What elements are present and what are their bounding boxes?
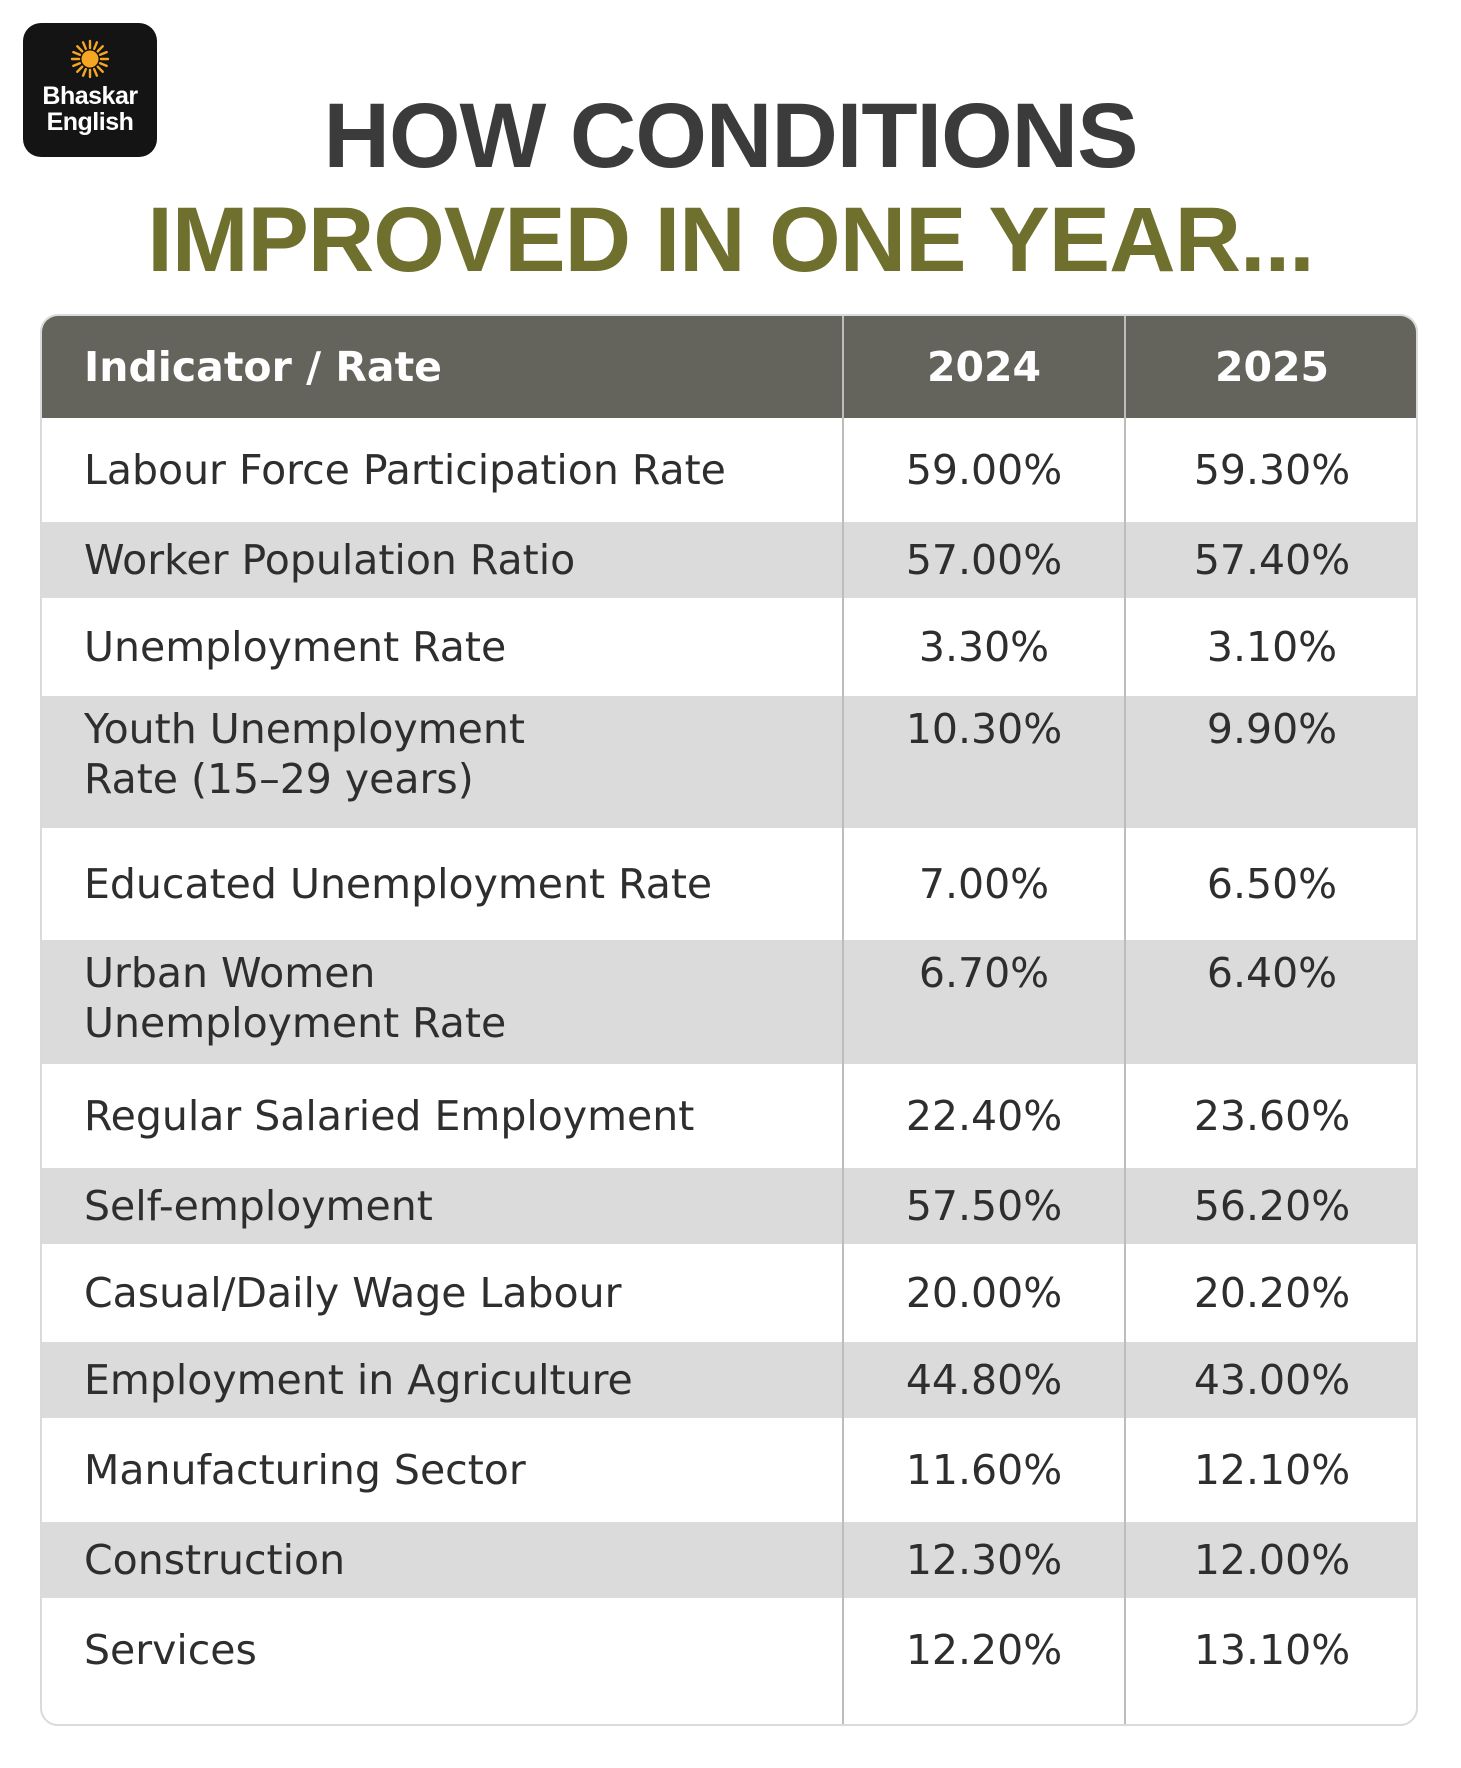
row-label-line: Services — [84, 1626, 257, 1674]
value-2024: 10.30% — [905, 705, 1063, 753]
row-label-line: Unemployment Rate — [84, 999, 507, 1047]
table-row: Employment in Agriculture 44.80% 43.00% — [42, 1342, 1416, 1418]
row-label: Construction — [84, 1535, 804, 1585]
value-2025: 57.40% — [1193, 536, 1351, 584]
table-row: Urban Women Unemployment Rate 6.70% 6.40% — [42, 940, 1416, 1064]
value-2024: 59.00% — [905, 446, 1063, 494]
table-row: Construction 12.30% 12.00% — [42, 1522, 1416, 1598]
value-2024: 44.80% — [905, 1356, 1063, 1404]
table-row: Casual/Daily Wage Labour 20.00% 20.20% — [42, 1244, 1416, 1342]
table-row: Regular Salaried Employment 22.40% 23.60% — [42, 1064, 1416, 1168]
row-label: Unemployment Rate — [84, 622, 804, 672]
value-2025: 13.10% — [1193, 1626, 1351, 1674]
row-label: Urban Women Unemployment Rate — [84, 948, 804, 1048]
value-2025: 56.20% — [1193, 1182, 1351, 1230]
row-label: Self-employment — [84, 1181, 804, 1231]
value-2024: 12.20% — [905, 1626, 1063, 1674]
row-label: Educated Unemployment Rate — [84, 859, 804, 909]
table-row: Manufacturing Sector 11.60% 12.10% — [42, 1418, 1416, 1522]
row-label: Employment in Agriculture — [84, 1355, 804, 1405]
table-row: Self-employment 57.50% 56.20% — [42, 1168, 1416, 1244]
value-2025: 6.50% — [1206, 860, 1338, 908]
table-row: Youth Unemployment Rate (15–29 years) 10.3… — [42, 696, 1416, 828]
row-label-line: Casual/Daily Wage Labour — [84, 1269, 622, 1317]
value-2024: 11.60% — [905, 1446, 1063, 1494]
row-label-line: Educated Unemployment Rate — [84, 860, 713, 908]
row-label: Manufacturing Sector — [84, 1445, 804, 1495]
value-2025: 43.00% — [1193, 1356, 1351, 1404]
row-label-line: Rate (15–29 years) — [84, 755, 474, 803]
value-2024: 7.00% — [918, 860, 1050, 908]
bhaskar-english-logo: Bhaskar English — [23, 23, 157, 157]
value-2024: 57.50% — [905, 1182, 1063, 1230]
row-label-line: Regular Salaried Employment — [84, 1092, 695, 1140]
table-row: Services 12.20% 13.10% — [42, 1598, 1416, 1702]
row-label-line: Youth Unemployment — [84, 705, 525, 753]
row-label: Services — [84, 1625, 804, 1675]
row-label-line: Urban Women — [84, 949, 376, 997]
column-divider — [1124, 316, 1126, 1724]
value-2025: 12.10% — [1193, 1446, 1351, 1494]
row-label-line: Employment in Agriculture — [84, 1356, 633, 1404]
table-row: Worker Population Ratio 57.00% 57.40% — [42, 522, 1416, 598]
table-row: Unemployment Rate 3.30% 3.10% — [42, 598, 1416, 696]
title-line-1: HOW CONDITIONS — [323, 85, 1139, 187]
value-2025: 6.40% — [1206, 949, 1338, 997]
value-2025: 20.20% — [1193, 1269, 1351, 1317]
value-2024: 22.40% — [905, 1092, 1063, 1140]
row-label: Worker Population Ratio — [84, 535, 804, 585]
value-2024: 57.00% — [905, 536, 1063, 584]
row-label: Casual/Daily Wage Labour — [84, 1268, 804, 1318]
table-header-row: Indicator / Rate 2024 2025 — [42, 316, 1416, 418]
value-2025: 23.60% — [1193, 1092, 1351, 1140]
column-divider — [842, 316, 844, 1724]
value-2024: 3.30% — [918, 623, 1050, 671]
value-2025: 12.00% — [1193, 1536, 1351, 1584]
header-cell: 2025 — [1214, 343, 1330, 391]
row-label-line: Labour Force Participation Rate — [84, 446, 726, 494]
row-label: Youth Unemployment Rate (15–29 years) — [84, 704, 804, 804]
value-2024: 6.70% — [918, 949, 1050, 997]
value-2024: 20.00% — [905, 1269, 1063, 1317]
row-label-line: Self-employment — [84, 1182, 433, 1230]
header-cell: Indicator / Rate — [84, 343, 442, 391]
logo-text: Bhaskar English — [42, 82, 138, 136]
row-label-line: Unemployment Rate — [84, 623, 507, 671]
title-line-2: IMPROVED IN ONE YEAR... — [147, 189, 1314, 291]
sun-icon — [70, 39, 110, 79]
row-label-line: Worker Population Ratio — [84, 536, 576, 584]
value-2025: 3.10% — [1206, 623, 1338, 671]
row-label: Labour Force Participation Rate — [84, 445, 804, 495]
data-table: Indicator / Rate 2024 2025 Labour Force Par… — [40, 314, 1418, 1726]
table-row: Labour Force Participation Rate 59.00% 59.… — [42, 418, 1416, 522]
header-cell: 2024 — [926, 343, 1042, 391]
row-label-line: Manufacturing Sector — [84, 1446, 526, 1494]
table-row: Educated Unemployment Rate 7.00% 6.50% — [42, 828, 1416, 940]
row-label-line: Construction — [84, 1536, 346, 1584]
value-2025: 59.30% — [1193, 446, 1351, 494]
row-label: Regular Salaried Employment — [84, 1091, 804, 1141]
logo-line-2: English — [46, 108, 134, 136]
value-2024: 12.30% — [905, 1536, 1063, 1584]
logo-line-1: Bhaskar — [42, 82, 138, 110]
value-2025: 9.90% — [1206, 705, 1338, 753]
